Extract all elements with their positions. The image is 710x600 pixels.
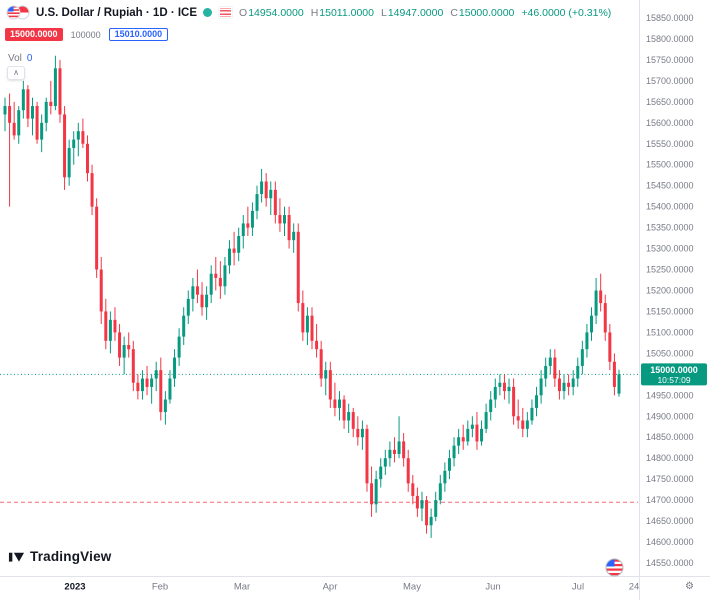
svg-text:15450.0000: 15450.0000 xyxy=(646,181,694,191)
high-value: 15011.0000 xyxy=(319,6,374,19)
sell-price-badge[interactable]: 15000.0000 xyxy=(5,28,63,41)
svg-text:15400.0000: 15400.0000 xyxy=(646,202,694,212)
svg-text:15600.0000: 15600.0000 xyxy=(646,118,694,128)
svg-text:15800.0000: 15800.0000 xyxy=(646,34,694,44)
svg-text:15250.0000: 15250.0000 xyxy=(646,265,694,275)
volume-label: Vol xyxy=(8,53,22,64)
svg-text:Apr: Apr xyxy=(323,582,338,593)
svg-text:15150.0000: 15150.0000 xyxy=(646,306,694,316)
svg-text:15200.0000: 15200.0000 xyxy=(646,286,694,296)
open-label: O xyxy=(239,6,248,19)
volume-value: 0 xyxy=(26,53,33,64)
svg-text:14700.0000: 14700.0000 xyxy=(646,495,694,505)
symbol-pair-flags-icon xyxy=(6,5,30,20)
buy-price-badge[interactable]: 15010.0000 xyxy=(108,28,169,41)
legend-settings-icon[interactable] xyxy=(218,6,234,19)
svg-text:2023: 2023 xyxy=(64,582,85,593)
legend-visibility-icon[interactable] xyxy=(203,8,213,17)
svg-text:14600.0000: 14600.0000 xyxy=(646,537,694,547)
svg-text:15650.0000: 15650.0000 xyxy=(646,97,694,107)
symbol-title[interactable]: U.S. Dollar / Rupiah · 1D · ICE xyxy=(36,6,198,19)
svg-text:15550.0000: 15550.0000 xyxy=(646,139,694,149)
svg-text:15750.0000: 15750.0000 xyxy=(646,55,694,65)
event-flag-icon[interactable] xyxy=(604,557,625,583)
svg-text:15100.0000: 15100.0000 xyxy=(646,327,694,337)
svg-text:15000.0000: 15000.0000 xyxy=(650,365,698,375)
svg-text:15350.0000: 15350.0000 xyxy=(646,223,694,233)
svg-text:14850.0000: 14850.0000 xyxy=(646,432,694,442)
close-value: 15000.0000 xyxy=(458,6,515,19)
high-label: H xyxy=(310,6,319,19)
svg-text:15050.0000: 15050.0000 xyxy=(646,348,694,358)
change-value: +46.0000 (+0.31%) xyxy=(521,6,612,19)
svg-text:15850.0000: 15850.0000 xyxy=(646,13,694,23)
chart-legend: U.S. Dollar / Rupiah · 1D · ICE O 14954.0… xyxy=(6,5,611,20)
svg-text:14900.0000: 14900.0000 xyxy=(646,411,694,421)
gear-icon[interactable]: ⚙ xyxy=(685,581,694,592)
order-size-label: 100000 xyxy=(70,29,101,40)
order-badges-row: 15000.0000 100000 15010.0000 xyxy=(5,28,169,41)
svg-text:15500.0000: 15500.0000 xyxy=(646,160,694,170)
svg-text:24: 24 xyxy=(629,582,640,593)
svg-text:Mar: Mar xyxy=(234,582,250,593)
low-label: L xyxy=(380,6,387,19)
svg-text:Feb: Feb xyxy=(152,582,168,593)
svg-text:15700.0000: 15700.0000 xyxy=(646,76,694,86)
close-label: C xyxy=(450,6,458,19)
open-value: 14954.0000 xyxy=(248,6,304,19)
svg-text:14800.0000: 14800.0000 xyxy=(646,453,694,463)
ohlc-values: O 14954.0000 H 15011.0000 L 14947.0000 C 150… xyxy=(239,7,611,19)
tradingview-logo[interactable]: TradingView xyxy=(8,548,111,565)
svg-text:Jun: Jun xyxy=(485,582,500,593)
svg-text:14750.0000: 14750.0000 xyxy=(646,474,694,484)
svg-text:14650.0000: 14650.0000 xyxy=(646,516,694,526)
tradingview-logo-icon xyxy=(8,548,25,565)
svg-text:Jul: Jul xyxy=(572,582,584,593)
expand-pane-button[interactable]: ∧ xyxy=(7,66,25,80)
svg-text:14550.0000: 14550.0000 xyxy=(646,558,694,568)
svg-text:15300.0000: 15300.0000 xyxy=(646,244,694,254)
svg-text:May: May xyxy=(403,582,421,593)
svg-text:14950.0000: 14950.0000 xyxy=(646,390,694,400)
volume-legend: Vol 0 xyxy=(8,53,32,64)
svg-text:10:57:09: 10:57:09 xyxy=(657,375,690,385)
low-value: 14947.0000 xyxy=(387,6,444,19)
tradingview-logo-text: TradingView xyxy=(30,549,112,564)
